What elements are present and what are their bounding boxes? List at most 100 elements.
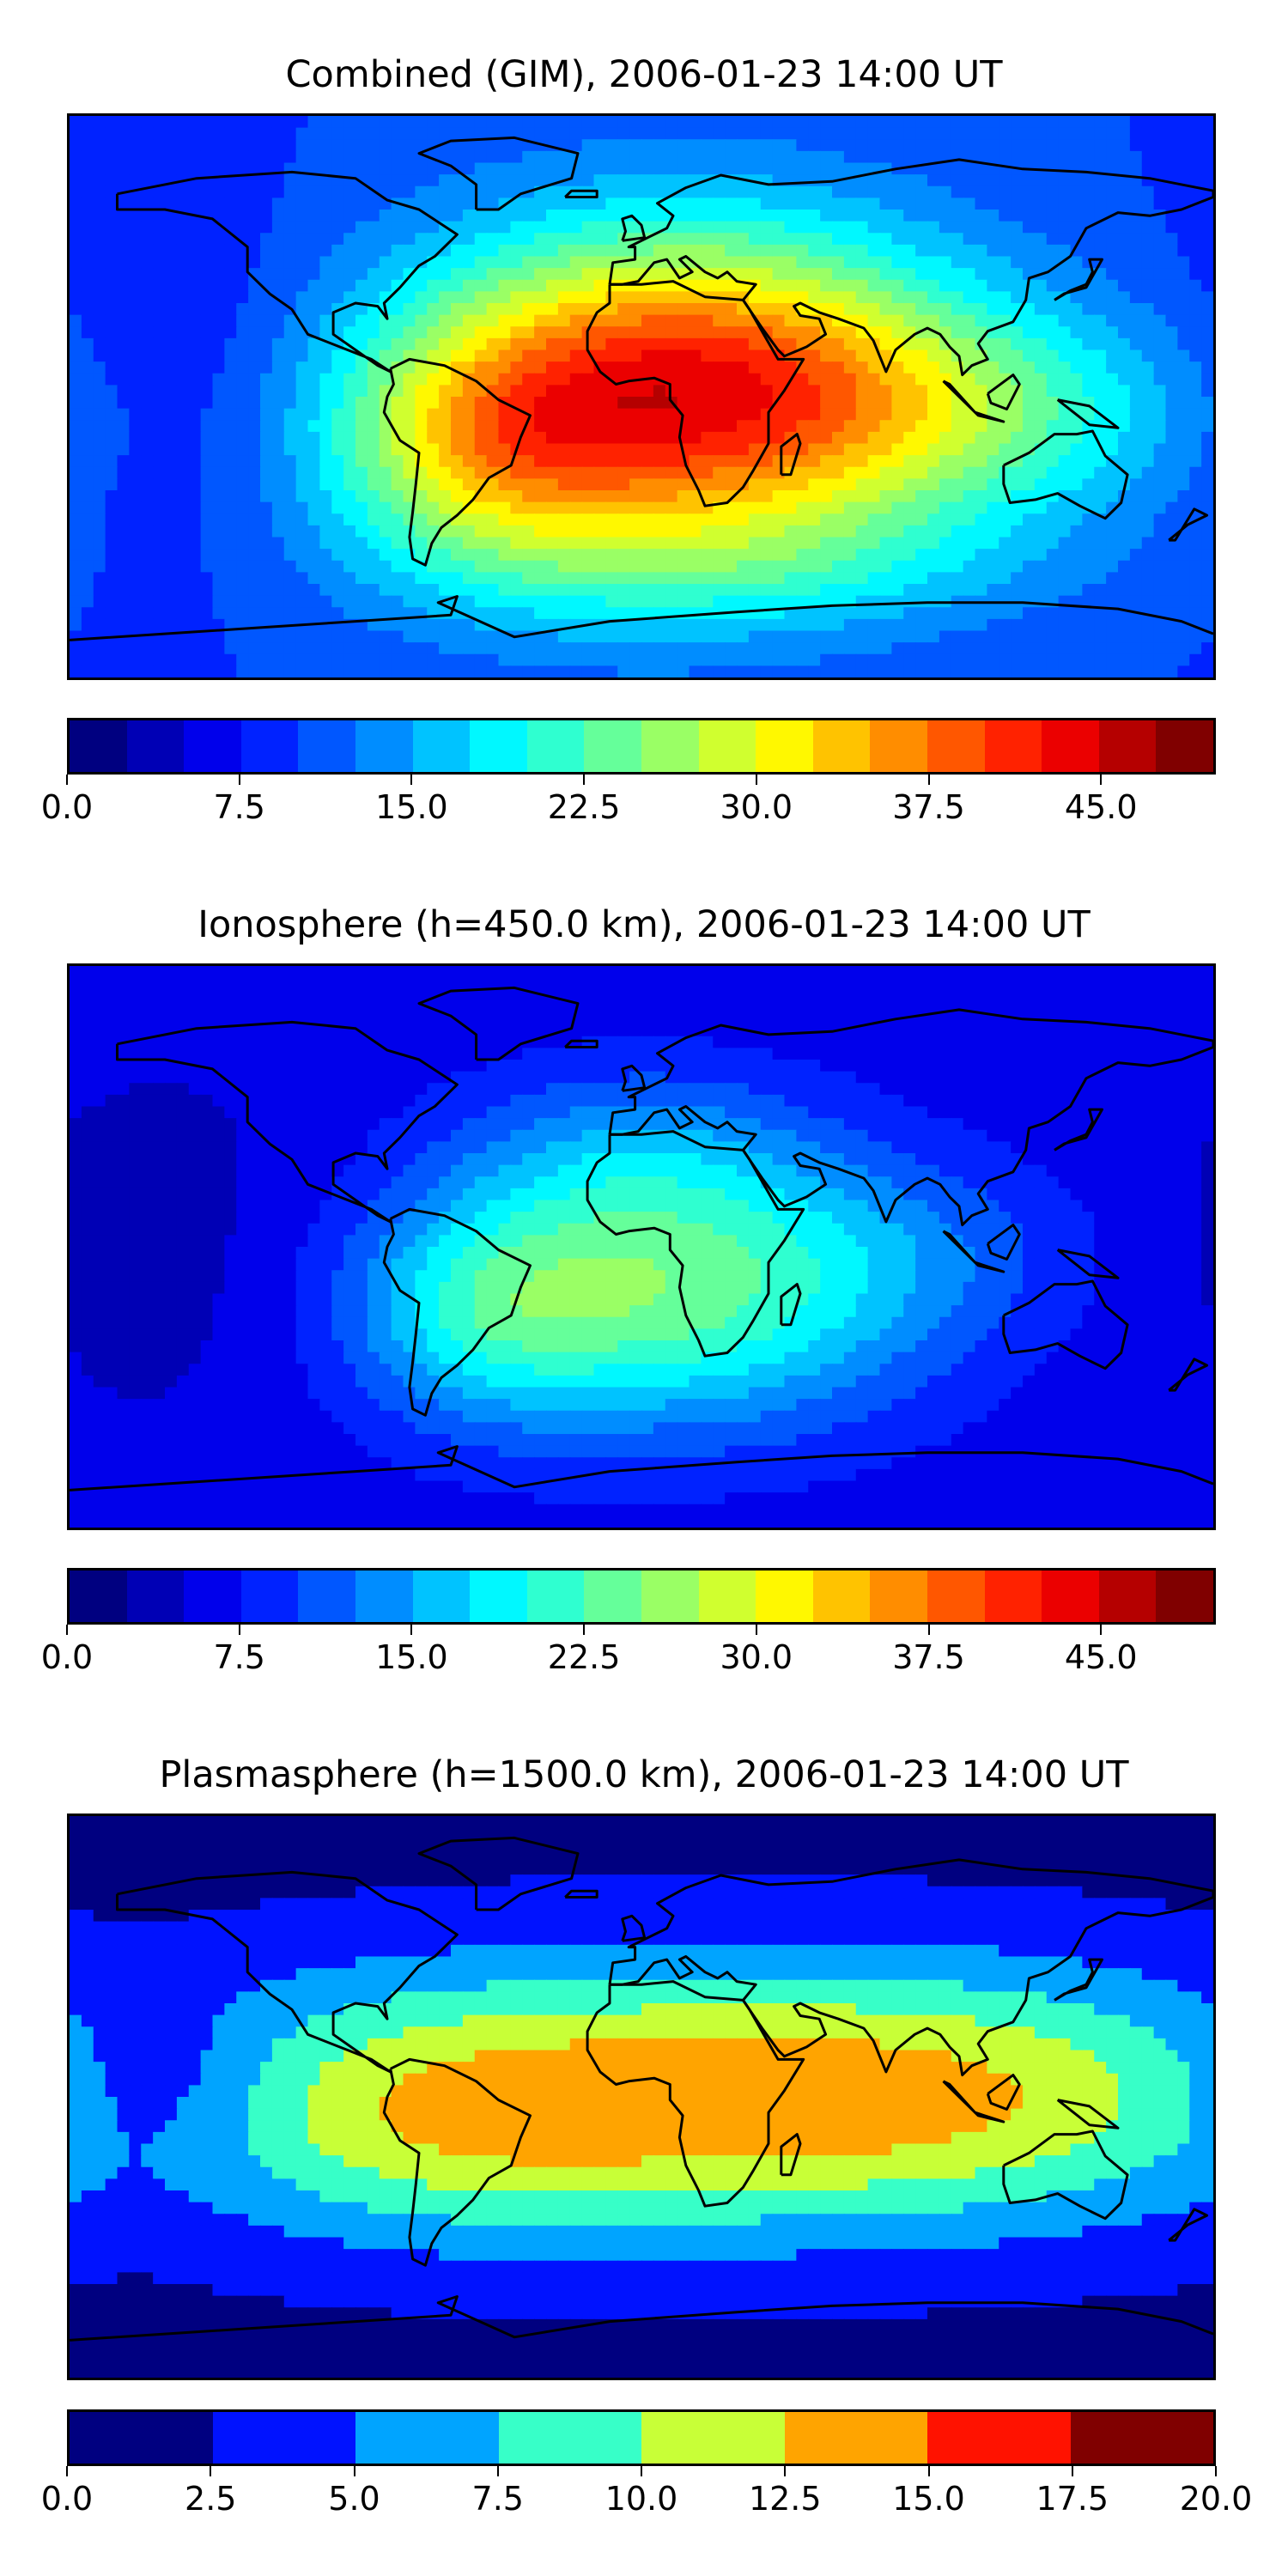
colorbar-tick bbox=[641, 2466, 642, 2476]
colorbar-tick bbox=[410, 775, 413, 785]
colorbar-tick bbox=[1100, 1625, 1103, 1635]
colorbar-segment bbox=[812, 1571, 871, 1622]
colorbar-tick bbox=[66, 775, 68, 785]
colorbar-tick-label: 7.5 bbox=[471, 2480, 524, 2518]
colorbar-tick bbox=[1215, 2466, 1217, 2476]
colorbar-tick-label: 22.5 bbox=[547, 788, 621, 826]
coastline-7 bbox=[621, 1064, 647, 1092]
coastline-13 bbox=[1168, 507, 1209, 542]
colorbar-segment bbox=[355, 1571, 413, 1622]
coastline-13 bbox=[1168, 1358, 1209, 1392]
coastline-7 bbox=[621, 214, 647, 242]
colorbar-segment bbox=[698, 1571, 756, 1622]
colorbar-ticks-plasmasphere: 0.0 2.5 5.0 7.5 10.0 12.5 15.0 17.5 20.0 bbox=[41, 2466, 1252, 2518]
colorbar-tick-label: 12.5 bbox=[748, 2480, 822, 2518]
coastline-11 bbox=[986, 374, 1021, 410]
colorbar-segment bbox=[1098, 1571, 1157, 1622]
colorbar-segment bbox=[70, 720, 127, 772]
colorbar-segment bbox=[70, 2412, 213, 2464]
coastline-0 bbox=[116, 170, 459, 374]
panel-title-ionosphere: Ionosphere (h=450.0 km), 2006-01-23 14:0… bbox=[197, 903, 1091, 946]
colorbar-combined bbox=[67, 718, 1216, 775]
colorbar-segment bbox=[812, 720, 871, 772]
colorbar-segment bbox=[298, 1571, 355, 1622]
colorbar-tick bbox=[210, 2466, 212, 2476]
colorbar-segment bbox=[1070, 2412, 1213, 2464]
colorbar-segment bbox=[870, 1571, 927, 1622]
coastline-10 bbox=[942, 1230, 1005, 1273]
colorbar-segment bbox=[641, 2412, 785, 2464]
colorbar-segment bbox=[1042, 1571, 1099, 1622]
colorbar-segment bbox=[355, 2412, 499, 2464]
colorbar-tick-label: 37.5 bbox=[892, 1638, 965, 1676]
colorbar-segment bbox=[1042, 720, 1099, 772]
colorbar-tick-label: 2.5 bbox=[185, 2480, 237, 2518]
colorbar-segment bbox=[1156, 720, 1213, 772]
colorbar-segment bbox=[1156, 1571, 1213, 1622]
colorbar-segment bbox=[927, 2412, 1071, 2464]
colorbar-segment bbox=[784, 2412, 927, 2464]
coastline-4 bbox=[1002, 429, 1129, 520]
colorbar-segment bbox=[126, 720, 185, 772]
colorbar-tick-label: 7.5 bbox=[213, 788, 265, 826]
colorbar-ticks-ionosphere: 0.0 7.5 15.0 22.5 30.0 37.5 45.0 bbox=[41, 1625, 1216, 1676]
colorbar-segment bbox=[126, 1571, 185, 1622]
coastline-12 bbox=[1056, 2099, 1120, 2129]
coastline-13 bbox=[1168, 2208, 1209, 2242]
colorbar-plasmasphere bbox=[67, 2409, 1216, 2466]
colorbar-tick-label: 0.0 bbox=[40, 1638, 94, 1676]
colorbar-tick bbox=[927, 1625, 930, 1635]
colorbar-segment bbox=[756, 720, 813, 772]
colorbar-tick bbox=[66, 1625, 68, 1635]
colorbar-tick bbox=[238, 775, 240, 785]
colorbar-segment bbox=[870, 720, 927, 772]
colorbar-tick-label: 37.5 bbox=[892, 788, 965, 826]
coastline-6 bbox=[417, 136, 580, 211]
colorbar-tick-label: 7.5 bbox=[213, 1638, 265, 1676]
coastlines bbox=[70, 136, 1213, 641]
coastline-9 bbox=[780, 2133, 802, 2177]
colorbar-tick bbox=[410, 1625, 413, 1635]
coastline-1 bbox=[382, 2057, 532, 2267]
colorbar-tick bbox=[755, 1625, 757, 1635]
colorbar-tick bbox=[66, 2466, 68, 2476]
colorbar-tick-label: 45.0 bbox=[1064, 1638, 1138, 1676]
colorbar-segment bbox=[184, 1571, 241, 1622]
colorbar-tick-label: 0.0 bbox=[40, 788, 94, 826]
heatmap-cells bbox=[70, 1816, 1213, 2378]
colorbar-tick-label: 15.0 bbox=[375, 788, 448, 826]
colorbar-tick-label: 45.0 bbox=[1064, 788, 1138, 826]
colorbar-tick-label: 17.5 bbox=[1036, 2480, 1109, 2518]
colorbar-ionosphere bbox=[67, 1568, 1216, 1625]
coastline-3 bbox=[608, 158, 1213, 377]
coastline-14 bbox=[564, 189, 598, 198]
colorbar-tick-label: 5.0 bbox=[328, 2480, 380, 2518]
coastline-12 bbox=[1056, 398, 1120, 429]
coastline-9 bbox=[780, 433, 802, 477]
colorbar-tick-label: 30.0 bbox=[720, 1638, 793, 1676]
coastline-10 bbox=[942, 380, 1005, 423]
colorbar-segment bbox=[756, 1571, 813, 1622]
colorbar-tick bbox=[238, 1625, 240, 1635]
colorbar-segment bbox=[240, 1571, 299, 1622]
coastline-6 bbox=[417, 1836, 580, 1911]
colorbar-segment bbox=[698, 720, 756, 772]
coastline-12 bbox=[1056, 1249, 1120, 1279]
colorbar-segment bbox=[526, 720, 585, 772]
colorbar-tick bbox=[583, 775, 586, 785]
colorbar-segment bbox=[412, 1571, 471, 1622]
coastline-5 bbox=[70, 1445, 1213, 1492]
colorbar-segment bbox=[355, 720, 413, 772]
coastline-5 bbox=[70, 2295, 1213, 2342]
colorbar-tick-label: 0.0 bbox=[40, 2480, 94, 2518]
colorbar-segment bbox=[927, 1571, 985, 1622]
coastline-9 bbox=[780, 1283, 802, 1327]
map-svg-ionosphere bbox=[70, 966, 1213, 1528]
coastline-5 bbox=[70, 595, 1213, 641]
colorbar-segment bbox=[984, 720, 1042, 772]
coastline-8 bbox=[1054, 1108, 1103, 1151]
panel-title-combined: Combined (GIM), 2006-01-23 14:00 UT bbox=[285, 53, 1003, 96]
heatmap-cells bbox=[70, 116, 1213, 677]
map-combined bbox=[67, 113, 1216, 680]
colorbar-tick-label: 22.5 bbox=[547, 1638, 621, 1676]
